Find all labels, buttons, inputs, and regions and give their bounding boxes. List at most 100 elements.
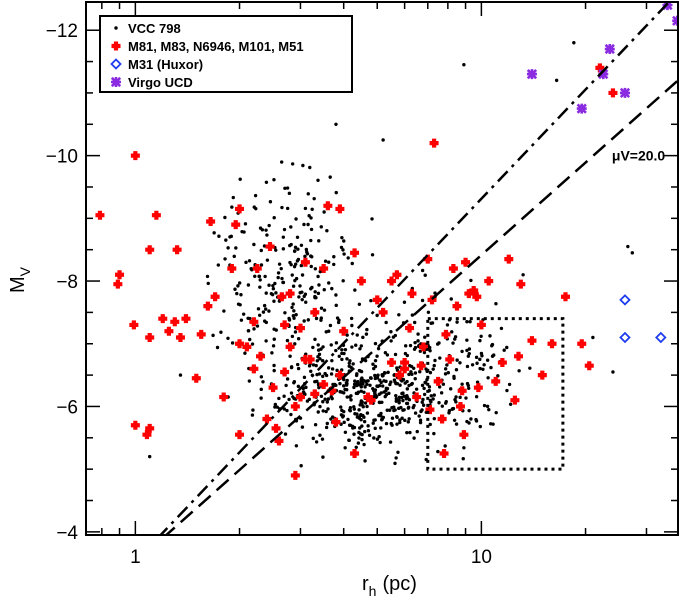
- vcc-798-point: [314, 316, 319, 321]
- vcc-798-point: [330, 396, 334, 401]
- vcc-798-point: [410, 381, 414, 386]
- vcc-798-point: [309, 264, 313, 269]
- plus-point: [145, 423, 155, 433]
- vcc-798-point: [489, 365, 493, 370]
- vcc-798-point: [465, 364, 470, 369]
- plus-point: [231, 220, 241, 230]
- vcc-798-point: [427, 385, 432, 389]
- vcc-798-point: [385, 408, 389, 412]
- vcc-798-point: [479, 334, 483, 339]
- series-m31-huxor-: [619, 294, 667, 344]
- vcc-798-point: [316, 291, 321, 296]
- plus-point: [249, 364, 259, 374]
- vcc-798-point: [375, 313, 379, 318]
- plus-point: [363, 392, 373, 402]
- vcc-798-point: [224, 238, 228, 242]
- legend: VCC 798 M81, M83, N6946, M101, M51 M31 (Hu…: [99, 15, 353, 93]
- vcc-798-point: [321, 374, 325, 379]
- vcc-798-point: [261, 310, 266, 314]
- vcc-798-point: [408, 343, 413, 348]
- vcc-798-point: [630, 251, 635, 255]
- vcc-798-point: [255, 324, 260, 328]
- vcc-798-point: [314, 295, 318, 300]
- vcc-798-point: [418, 349, 423, 353]
- vcc-798-point: [300, 425, 305, 429]
- vcc-798-point: [264, 320, 269, 325]
- vcc-798-point: [264, 307, 268, 311]
- y-tick-label: −10: [46, 147, 78, 168]
- vcc-798-point: [236, 284, 240, 288]
- vcc-798-point: [217, 234, 221, 238]
- vcc-798-point: [443, 444, 447, 448]
- vcc-798-point: [329, 343, 333, 347]
- vcc-798-point: [360, 437, 364, 442]
- vcc-798-point: [407, 372, 411, 377]
- plus-point: [461, 257, 471, 267]
- vcc-798-point: [405, 387, 410, 391]
- vcc-798-point: [413, 377, 417, 381]
- legend-items: VCC 798 M81, M83, N6946, M101, M51 M31 (Hu…: [110, 21, 304, 90]
- vcc-798-point: [355, 333, 359, 337]
- vcc-798-point: [326, 397, 331, 401]
- x-tick-label: 1: [130, 547, 141, 568]
- plus-point: [416, 361, 426, 371]
- vcc-798-point: [313, 267, 318, 271]
- vcc-798-point: [251, 408, 255, 412]
- vcc-798-point: [294, 313, 298, 317]
- vcc-798-point: [377, 400, 382, 405]
- vcc-798-point: [368, 376, 373, 380]
- vcc-798-point: [324, 409, 328, 414]
- vcc-798-point: [341, 415, 345, 419]
- vcc-798-point: [505, 345, 509, 350]
- vcc-798-point: [280, 276, 284, 281]
- vcc-798-point: [402, 394, 406, 398]
- vcc-798-point: [296, 384, 301, 389]
- vcc-798-point: [446, 370, 450, 375]
- vcc-798-point: [423, 335, 427, 339]
- vcc-798-point: [244, 260, 248, 265]
- vcc-798-point: [400, 391, 404, 396]
- vcc-798-point: [233, 287, 237, 291]
- vcc-798-point: [318, 357, 322, 361]
- vcc-798-point: [216, 263, 221, 267]
- vcc-798-point: [267, 309, 271, 313]
- vcc-798-point: [306, 318, 310, 322]
- vcc-798-point: [257, 274, 261, 279]
- vcc-798-point: [354, 445, 358, 449]
- vcc-798-point: [223, 257, 227, 261]
- vcc-798-point: [415, 429, 419, 434]
- vcc-798-point: [311, 345, 315, 350]
- vcc-798-point: [437, 385, 442, 389]
- vcc-798-point: [394, 399, 398, 403]
- vcc-798-point: [258, 278, 262, 282]
- vcc-798-point: [417, 414, 421, 418]
- vcc-798-point: [270, 351, 274, 355]
- vcc-798-point: [401, 408, 405, 412]
- plus-point: [457, 386, 467, 396]
- vcc-798-point: [243, 222, 248, 226]
- vcc-798-point: [591, 335, 595, 340]
- vcc-798-point: [237, 281, 242, 285]
- plus-point: [285, 289, 295, 299]
- plus-point: [300, 354, 310, 364]
- plus-point: [319, 264, 329, 273]
- vcc-798-point: [626, 244, 630, 249]
- vcc-798-point: [279, 266, 283, 271]
- vcc-798-point: [272, 215, 276, 220]
- vcc-798-point: [258, 226, 263, 230]
- vcc-798-point: [343, 347, 348, 352]
- vcc-798-point: [253, 274, 257, 278]
- diamond-point: [619, 294, 631, 306]
- vcc-798-point: [282, 227, 287, 232]
- legend-dot-symbol: [114, 26, 118, 30]
- vcc-798-point: [365, 382, 369, 387]
- plus-point: [295, 392, 305, 402]
- vcc-798-point: [246, 283, 251, 287]
- plus-point: [418, 342, 428, 352]
- vcc-798-point: [348, 359, 352, 363]
- vcc-798-point: [313, 337, 317, 342]
- vcc-798-point: [381, 138, 385, 142]
- vcc-798-point: [394, 397, 399, 401]
- vcc-798-point: [353, 288, 357, 292]
- vcc-798-point: [306, 192, 310, 196]
